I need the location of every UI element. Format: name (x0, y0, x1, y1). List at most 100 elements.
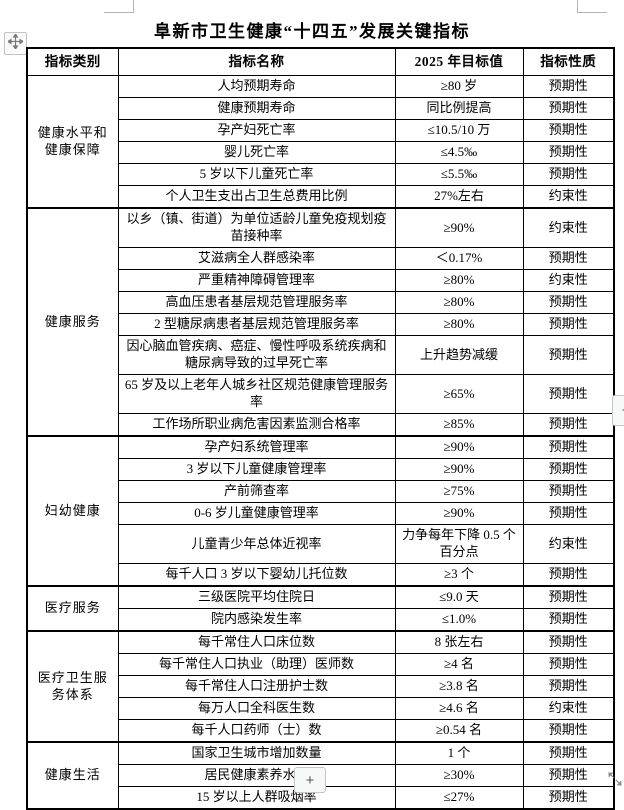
nature-cell[interactable]: 预期性 (522, 585, 615, 609)
indicator-name-cell[interactable]: 以乡（镇、街道）为单位适龄儿童免疫规划疫苗接种率 (117, 207, 396, 248)
nature-cell[interactable]: 预期性 (522, 75, 615, 98)
target-value-cell[interactable]: ≥80% (394, 269, 524, 292)
target-value-cell[interactable]: ≥3 个 (394, 563, 524, 587)
indicator-name-cell[interactable]: 65 岁及以上老年人城乡社区规范健康管理服务率 (117, 374, 396, 414)
target-value-cell[interactable]: ≤4.5‰ (394, 141, 524, 164)
nature-cell[interactable]: 预期性 (522, 413, 615, 437)
indicator-name-cell[interactable]: 院内感染发生率 (117, 608, 396, 632)
category-cell[interactable]: 健康服务 (26, 207, 119, 437)
indicator-name-cell[interactable]: 艾滋病全人群感染率 (117, 247, 396, 270)
target-value-cell[interactable]: 8 张左右 (394, 630, 524, 654)
nature-cell[interactable]: 约束性 (522, 524, 615, 564)
target-value-cell[interactable]: ≤1.0% (394, 608, 524, 632)
indicator-name-cell[interactable]: 产前筛查率 (117, 480, 396, 503)
target-value-cell[interactable]: 1 个 (394, 741, 524, 765)
nature-cell[interactable]: 预期性 (522, 653, 615, 676)
nature-cell[interactable]: 预期性 (522, 335, 615, 375)
nature-cell[interactable]: 预期性 (522, 119, 615, 142)
header-category[interactable]: 指标类别 (26, 47, 119, 76)
target-value-cell[interactable]: ≥90% (394, 435, 524, 459)
target-value-cell[interactable]: ≤27% (394, 786, 524, 810)
target-value-cell[interactable]: 力争每年下降 0.5 个百分点 (394, 524, 524, 564)
table-move-handle[interactable] (4, 32, 27, 55)
indicator-name-cell[interactable]: 儿童青少年总体近视率 (117, 524, 396, 564)
indicator-name-cell[interactable]: 国家卫生城市增加数量 (117, 741, 396, 765)
indicator-name-cell[interactable]: 15 岁以上人群吸烟率 (117, 786, 396, 810)
nature-cell[interactable]: 预期性 (522, 630, 615, 654)
indicator-name-cell[interactable]: 每千常住人口注册护士数 (117, 675, 396, 698)
indicator-name-cell[interactable]: 婴儿死亡率 (117, 141, 396, 164)
indicator-name-cell[interactable]: 每千常住人口床位数 (117, 630, 396, 654)
indicator-name-cell[interactable]: 个人卫生支出占卫生总费用比例 (117, 185, 396, 209)
indicator-name-cell[interactable]: 每万人口全科医生数 (117, 697, 396, 720)
nature-cell[interactable]: 预期性 (522, 458, 615, 481)
nature-cell[interactable]: 预期性 (522, 502, 615, 525)
indicator-name-cell[interactable]: 健康预期寿命 (117, 97, 396, 120)
category-cell[interactable]: 医疗服务 (26, 585, 119, 632)
indicator-name-cell[interactable]: 3 岁以下儿童健康管理率 (117, 458, 396, 481)
target-value-cell[interactable]: 27%左右 (394, 185, 524, 209)
target-value-cell[interactable]: ≥90% (394, 502, 524, 525)
insert-column-button[interactable]: + (612, 395, 624, 426)
target-value-cell[interactable]: ≥80 岁 (394, 75, 524, 98)
target-value-cell[interactable]: ＜0.17% (394, 247, 524, 270)
nature-cell[interactable]: 预期性 (522, 435, 615, 459)
nature-cell[interactable]: 约束性 (522, 269, 615, 292)
table-resize-handle[interactable] (606, 770, 624, 788)
indicator-name-cell[interactable]: 5 岁以下儿童死亡率 (117, 163, 396, 186)
nature-cell[interactable]: 预期性 (522, 741, 615, 765)
nature-cell[interactable]: 预期性 (522, 374, 615, 414)
nature-cell[interactable]: 预期性 (522, 764, 615, 787)
target-value-cell[interactable]: ≥80% (394, 291, 524, 314)
nature-cell[interactable]: 约束性 (522, 207, 615, 248)
indicator-name-cell[interactable]: 工作场所职业病危害因素监测合格率 (117, 413, 396, 437)
target-value-cell[interactable]: ≥4 名 (394, 653, 524, 676)
target-value-cell[interactable]: ≤10.5/10 万 (394, 119, 524, 142)
indicator-name-cell[interactable]: 高血压患者基层规范管理服务率 (117, 291, 396, 314)
nature-cell[interactable]: 预期性 (522, 608, 615, 632)
target-value-cell[interactable]: ≥85% (394, 413, 524, 437)
nature-cell[interactable]: 预期性 (522, 163, 615, 186)
target-value-cell[interactable]: ≥90% (394, 458, 524, 481)
target-value-cell[interactable]: 上升趋势减缓 (394, 335, 524, 375)
indicator-name-cell[interactable]: 三级医院平均住院日 (117, 585, 396, 609)
nature-cell[interactable]: 预期性 (522, 480, 615, 503)
category-cell[interactable]: 健康生活 (26, 741, 119, 810)
header-indicator-name[interactable]: 指标名称 (117, 47, 396, 76)
indicator-name-cell[interactable]: 因心脑血管疾病、癌症、慢性呼吸系统疾病和糖尿病导致的过早死亡率 (117, 335, 396, 375)
page-title[interactable]: 阜新市卫生健康“十四五”发展关键指标 (154, 22, 470, 41)
category-cell[interactable]: 医疗卫生服务体系 (26, 630, 119, 743)
nature-cell[interactable]: 预期性 (522, 563, 615, 587)
target-value-cell[interactable]: ≥80% (394, 313, 524, 336)
category-cell[interactable]: 妇幼健康 (26, 435, 119, 587)
indicator-name-cell[interactable]: 2 型糖尿病患者基层规范管理服务率 (117, 313, 396, 336)
indicator-name-cell[interactable]: 人均预期寿命 (117, 75, 396, 98)
target-value-cell[interactable]: ≤5.5‰ (394, 163, 524, 186)
indicator-name-cell[interactable]: 每千人口 3 岁以下婴幼儿托位数 (117, 563, 396, 587)
target-value-cell[interactable]: ≥4.6 名 (394, 697, 524, 720)
category-cell[interactable]: 健康水平和健康保障 (26, 75, 119, 209)
target-value-cell[interactable]: 同比例提高 (394, 97, 524, 120)
indicator-name-cell[interactable]: 孕产妇系统管理率 (117, 435, 396, 459)
nature-cell[interactable]: 预期性 (522, 97, 615, 120)
nature-cell[interactable]: 约束性 (522, 185, 615, 209)
nature-cell[interactable]: 预期性 (522, 675, 615, 698)
nature-cell[interactable]: 预期性 (522, 719, 615, 743)
target-value-cell[interactable]: ≤9.0 天 (394, 585, 524, 609)
nature-cell[interactable]: 预期性 (522, 786, 615, 810)
nature-cell[interactable]: 约束性 (522, 697, 615, 720)
nature-cell[interactable]: 预期性 (522, 247, 615, 270)
indicator-name-cell[interactable]: 孕产妇死亡率 (117, 119, 396, 142)
target-value-cell[interactable]: ≥75% (394, 480, 524, 503)
target-value-cell[interactable]: ≥30% (394, 764, 524, 787)
target-value-cell[interactable]: ≥0.54 名 (394, 719, 524, 743)
insert-row-button[interactable]: + (294, 767, 326, 793)
indicator-name-cell[interactable]: 0-6 岁儿童健康管理率 (117, 502, 396, 525)
target-value-cell[interactable]: ≥90% (394, 207, 524, 248)
nature-cell[interactable]: 预期性 (522, 141, 615, 164)
indicator-name-cell[interactable]: 每千人口药师（士）数 (117, 719, 396, 743)
target-value-cell[interactable]: ≥3.8 名 (394, 675, 524, 698)
target-value-cell[interactable]: ≥65% (394, 374, 524, 414)
nature-cell[interactable]: 预期性 (522, 291, 615, 314)
indicator-name-cell[interactable]: 每千常住人口执业（助理）医师数 (117, 653, 396, 676)
